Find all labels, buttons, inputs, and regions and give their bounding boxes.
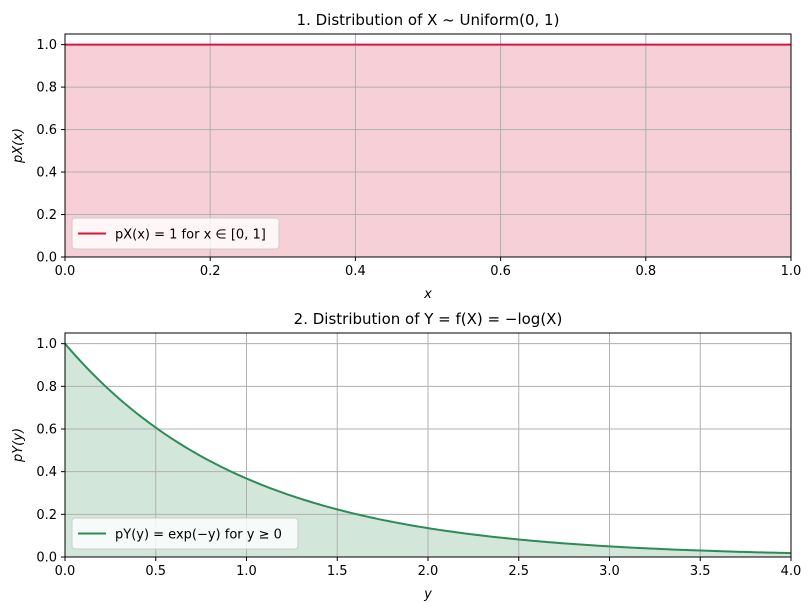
y-tick-label: 0.2 <box>36 208 57 223</box>
area-fill <box>65 44 791 257</box>
y-axis-label: pX(x) <box>11 128 26 164</box>
axes-frame <box>64 33 792 258</box>
x-tick-label: 0.6 <box>490 264 511 279</box>
x-tick-label: 0.0 <box>55 264 76 279</box>
y-tick-label: 0.6 <box>36 123 57 138</box>
y-tick-label: 0.4 <box>36 465 57 480</box>
legend-box <box>71 217 280 250</box>
x-tick-label: 3.5 <box>690 564 711 579</box>
x-tick-label: 0.5 <box>145 564 166 579</box>
legend-label: pY(y) = exp(−y) for y ≥ 0 <box>115 528 282 543</box>
y-tick-label: 0.6 <box>36 423 57 438</box>
legend: pX(x) = 1 for x ∈ [0, 1] <box>71 217 280 250</box>
subplot-2: 0.0 0.5 1.0 1.5 2.0 2.5 3.0 3.5 4.0 0.0 0.2 0.4 0.6 0… <box>11 310 801 602</box>
chart-title: 1. Distribution of X ~ Uniform(0, 1) <box>297 11 560 29</box>
x-tick-label: 0.4 <box>345 264 366 279</box>
legend: pY(y) = exp(−y) for y ≥ 0 <box>71 517 299 550</box>
y-tick-label: 1.0 <box>36 337 57 352</box>
legend-label: pX(x) = 1 for x ∈ [0, 1] <box>115 228 266 243</box>
y-tick-label: 1.0 <box>36 38 57 53</box>
y-tick-label: 0.2 <box>36 508 57 523</box>
y-tick-label: 0.4 <box>36 166 57 181</box>
series-line <box>64 343 792 555</box>
x-tick-label: 1.0 <box>781 264 802 279</box>
legend-box <box>71 517 299 550</box>
y-tick-label: 0.0 <box>36 251 57 266</box>
x-axis-label: y <box>423 587 432 602</box>
subplot-1: 0.0 0.2 0.4 0.6 0.8 1.0 0.0 0.2 0.4 0.6 0.8 1.0 1. D… <box>11 11 801 302</box>
x-tick-label: 0.0 <box>55 564 76 579</box>
chart-title: 2. Distribution of Y = f(X) = −log(X) <box>294 310 563 328</box>
y-tick-label: 0.8 <box>36 81 57 96</box>
x-tick-label: 4.0 <box>781 564 802 579</box>
x-tick-label: 2.0 <box>418 564 439 579</box>
x-tick-label: 3.0 <box>599 564 620 579</box>
x-tick-label: 2.5 <box>508 564 529 579</box>
x-tick-label: 1.0 <box>236 564 257 579</box>
y-axis-label: pY(y) <box>11 428 26 463</box>
x-tick-label: 0.2 <box>200 264 221 279</box>
y-tick-label: 0.0 <box>36 551 57 566</box>
x-tick-label: 0.8 <box>635 264 656 279</box>
x-tick-label: 1.5 <box>327 564 348 579</box>
x-axis-label: x <box>423 287 432 302</box>
y-tick-label: 0.8 <box>36 380 57 395</box>
